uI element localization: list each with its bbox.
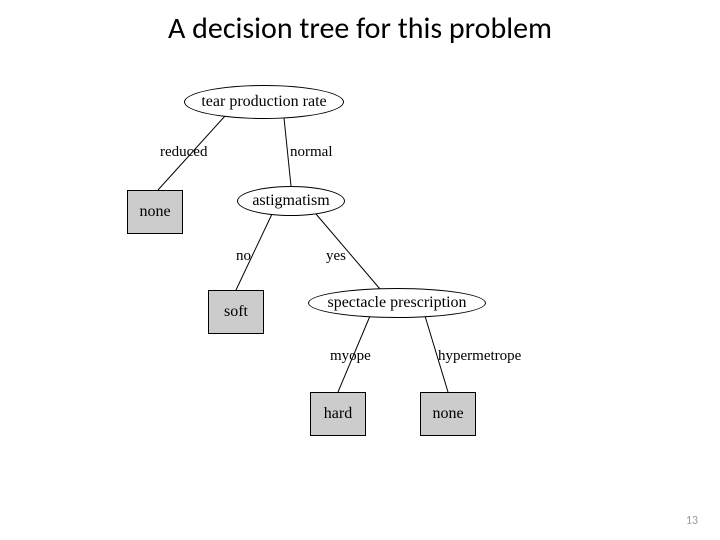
edge-label: no — [236, 248, 251, 265]
edge-label: reduced — [160, 144, 207, 161]
page-number: 13 — [686, 514, 698, 528]
decision-node: tear production rate — [184, 85, 344, 119]
leaf-node: hard — [310, 392, 366, 436]
leaf-node: soft — [208, 290, 264, 334]
edge-label: hypermetrope — [438, 348, 521, 365]
tree-edges-svg — [0, 0, 720, 540]
decision-node: spectacle prescription — [308, 288, 486, 318]
leaf-node: none — [127, 190, 183, 234]
edge-label: myope — [330, 348, 371, 365]
leaf-node: none — [420, 392, 476, 436]
edge-label: yes — [326, 248, 346, 265]
decision-node: astigmatism — [237, 186, 345, 216]
edge-label: normal — [290, 144, 333, 161]
